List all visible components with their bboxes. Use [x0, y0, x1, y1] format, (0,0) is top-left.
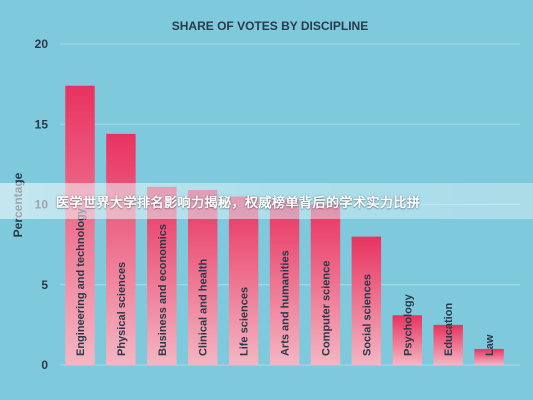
- category-label: Computer science: [320, 261, 332, 356]
- category-label: Business and economics: [157, 224, 169, 356]
- bar: [351, 236, 382, 365]
- bars: [65, 85, 504, 365]
- bar: [310, 204, 341, 365]
- bar: [392, 315, 422, 365]
- y-tick-label: 20: [35, 37, 49, 51]
- bar: [269, 199, 300, 365]
- category-label: Education: [443, 303, 455, 356]
- bar: [65, 85, 95, 365]
- y-tick-label: 15: [35, 117, 49, 131]
- bar: [433, 324, 463, 365]
- chart-title: SHARE OF VOTES BY DISCIPLINE: [172, 19, 368, 33]
- y-tick-label: 5: [41, 278, 48, 292]
- category-labels: Engineering and technology Physical scien…: [75, 207, 496, 356]
- overlay-banner: 医学世界大学排名影响力揭秘，权威榜单背后的学术实力比拼: [0, 183, 533, 219]
- category-label: Physical sciences: [116, 262, 128, 356]
- bar: [188, 190, 218, 365]
- category-label: Clinical and health: [198, 259, 210, 356]
- category-label: Social sciences: [361, 274, 373, 356]
- overlay-banner-text: 医学世界大学排名影响力揭秘，权威榜单背后的学术实力比拼: [56, 195, 421, 211]
- category-label: Engineering and technology: [75, 207, 87, 356]
- bar: [228, 196, 259, 365]
- bar: [474, 348, 504, 365]
- category-label: Arts and humanities: [280, 250, 292, 356]
- y-tick-label: 0: [41, 358, 48, 372]
- category-label: Psychology: [402, 293, 414, 356]
- bar: [106, 133, 136, 365]
- category-label: Law: [484, 334, 496, 356]
- category-label: Life sciences: [239, 287, 251, 356]
